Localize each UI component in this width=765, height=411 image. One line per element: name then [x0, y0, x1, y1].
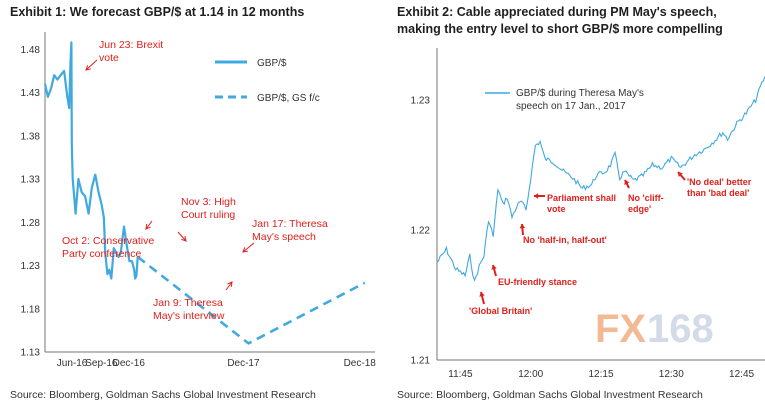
annotation-arrowhead: [181, 236, 187, 242]
annotation-arrowhead: [519, 224, 526, 229]
annotation-arrowhead: [534, 193, 539, 199]
annotation-arrowhead: [227, 281, 233, 288]
chart-source: Source: Bloomberg, Goldman Sachs Global …: [397, 389, 703, 401]
annotation-label: May's speech: [252, 231, 316, 243]
annotation-label: Court ruling: [181, 209, 235, 221]
annotation-label: No 'half-in, half-out': [523, 235, 607, 245]
legend-label: GBP/$, GS f/c: [257, 93, 320, 104]
chart-panel-gbpusd-forecast: Exhibit 1: We forecast GBP/$ at 1.14 in …: [10, 5, 377, 401]
series-line: [136, 255, 366, 345]
y-tick-label: 1.22: [411, 226, 431, 237]
annotation-label: May's interview: [153, 310, 225, 322]
y-tick-label: 1.13: [21, 348, 41, 359]
annotation-arrowhead: [479, 292, 485, 297]
annotation-arrowhead: [624, 180, 630, 185]
annotation-label: Jun 23: Brexit: [99, 39, 163, 51]
y-tick-label: 1.48: [21, 45, 41, 56]
annotation-arrowhead: [242, 247, 249, 253]
chart-title: Exhibit 2: Cable appreciated during PM M…: [397, 5, 723, 36]
series-line: [43, 41, 139, 280]
chart-title: Exhibit 1: We forecast GBP/$ at 1.14 in …: [10, 5, 305, 19]
annotation-label: Jan 17: Theresa: [252, 218, 328, 230]
watermark-logo-fx: FX: [595, 307, 646, 351]
y-tick-label: 1.21: [411, 356, 431, 367]
annotation-arrow: [242, 242, 255, 253]
annotation-arrowhead: [491, 265, 497, 270]
y-tick-label: 1.18: [21, 304, 41, 315]
annotation-label: EU-friendly stance: [498, 277, 577, 287]
annotation-arrow: [177, 231, 187, 242]
x-tick-label: 11:45: [448, 369, 473, 380]
annotation-label: Jan 9: Theresa: [153, 297, 223, 309]
annotation-label: 'Global Britain': [469, 306, 532, 316]
y-tick-label: 1.23: [411, 96, 431, 107]
annotation-arrowhead: [678, 172, 683, 177]
chart-gbpusd-forecast: 1.48 1.43 1.38 1.33 1.28 1.23 1.18 1.13 Jun-16Se…: [21, 32, 377, 369]
y-tick-label: 1.38: [21, 131, 41, 142]
watermark-logo-number: 168: [647, 307, 714, 351]
y-tick-label: 1.43: [21, 88, 41, 99]
chart-cable-speech: 1.23 1.22 1.21 11:45 12:00 12:15 12:30 12:45 FX 1…: [411, 48, 765, 380]
x-tick-label: 12:30: [659, 369, 684, 380]
x-tick-label: 12:45: [729, 369, 754, 380]
x-tick-label: Dec-16: [113, 358, 146, 369]
annotation-arrow: [225, 281, 233, 291]
annotation-label: than 'bad deal': [687, 188, 749, 198]
annotation-label: edge': [628, 204, 651, 214]
annotation-label: Nov 3: High: [181, 196, 236, 208]
annotation-label: Oct 2: Conservative: [62, 235, 154, 247]
x-tick-label: 12:00: [518, 369, 543, 380]
x-tick-label: Dec-18: [344, 358, 377, 369]
x-tick-label: 12:15: [588, 369, 613, 380]
series-line: [436, 76, 765, 282]
annotation-label: vote: [547, 204, 566, 214]
chart-source: Source: Bloomberg, Goldman Sachs Global …: [10, 389, 316, 401]
annotation-label: 'No deal' better: [687, 177, 752, 187]
y-tick-label: 1.33: [21, 175, 41, 186]
annotation-label: Party conference: [62, 248, 142, 260]
y-tick-label: 1.23: [21, 261, 41, 272]
annotation-label: No 'cliff-: [628, 193, 664, 203]
x-tick-label: Dec-17: [227, 358, 260, 369]
annotation-label: Parliament shall: [547, 193, 616, 203]
chart-panel-cable-speech: Exhibit 2: Cable appreciated during PM M…: [385, 0, 765, 411]
annotation-arrowhead: [85, 65, 91, 71]
annotation-arrow: [145, 220, 153, 230]
annotation-arrowhead: [145, 223, 151, 230]
y-tick-label: 1.28: [21, 218, 41, 229]
legend-label: GBP/$: [257, 58, 287, 69]
annotation-label: vote: [99, 52, 119, 64]
legend-label: GBP/$ during Theresa May's: [516, 88, 644, 99]
x-tick-label: Sep-16: [85, 358, 118, 369]
legend-label: speech on 17 Jan., 2017: [516, 101, 626, 112]
x-tick-label: Jun-16: [57, 358, 88, 369]
annotation-arrow: [85, 59, 98, 71]
